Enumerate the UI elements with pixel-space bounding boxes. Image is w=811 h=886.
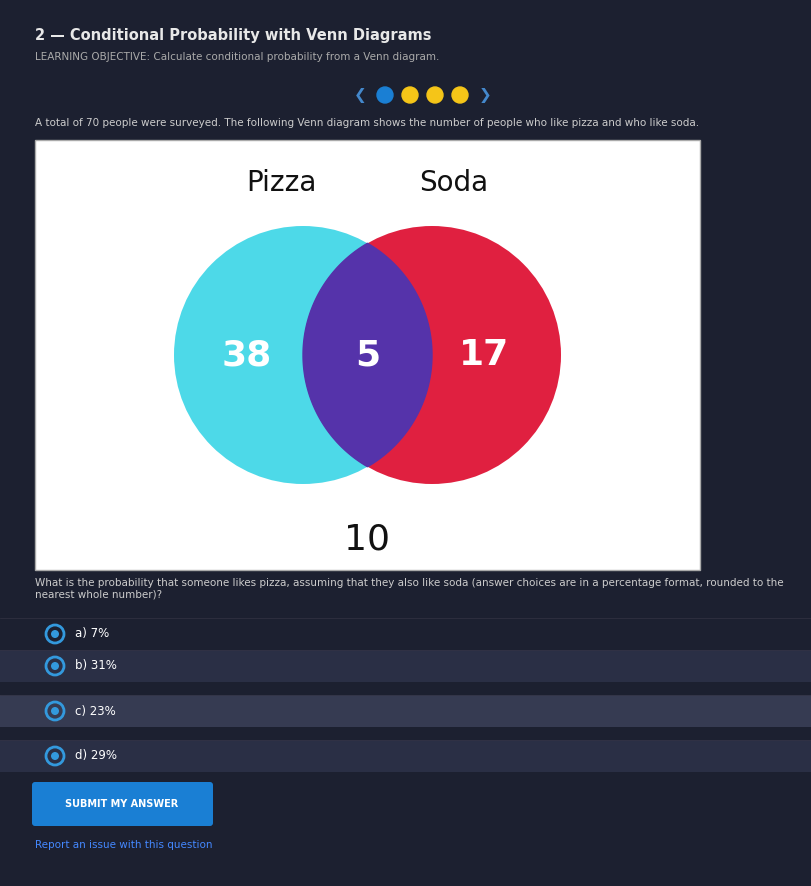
Bar	[0, 740, 811, 772]
Polygon shape	[303, 244, 432, 467]
Circle shape	[377, 87, 393, 103]
Bar	[0, 695, 811, 727]
Text: SUBMIT MY ANSWER: SUBMIT MY ANSWER	[66, 799, 178, 809]
Text: Soda: Soda	[419, 169, 488, 197]
Circle shape	[402, 87, 418, 103]
Circle shape	[452, 87, 468, 103]
FancyBboxPatch shape	[32, 782, 213, 826]
Text: LEARNING OBJECTIVE: Calculate conditional probability from a Venn diagram.: LEARNING OBJECTIVE: Calculate conditiona…	[35, 52, 440, 62]
Text: a) 7%: a) 7%	[75, 627, 109, 641]
Text: c) 23%: c) 23%	[75, 704, 116, 718]
Circle shape	[51, 752, 59, 760]
Text: 17: 17	[458, 338, 508, 372]
Circle shape	[51, 630, 59, 638]
Text: A total of 70 people were surveyed. The following Venn diagram shows the number : A total of 70 people were surveyed. The …	[35, 118, 699, 128]
Text: d) 29%: d) 29%	[75, 750, 117, 763]
Bar	[0, 618, 811, 650]
Circle shape	[427, 87, 443, 103]
Bar	[35, 140, 700, 570]
Bar	[0, 650, 811, 682]
Circle shape	[51, 662, 59, 670]
Text: b) 31%: b) 31%	[75, 659, 117, 672]
Text: ❮: ❮	[354, 88, 367, 103]
Text: Report an issue with this question: Report an issue with this question	[35, 840, 212, 850]
Text: What is the probability that someone likes pizza, assuming that they also like s: What is the probability that someone lik…	[35, 578, 783, 600]
Text: ❯: ❯	[478, 88, 491, 103]
Text: 38: 38	[222, 338, 272, 372]
Text: Pizza: Pizza	[247, 169, 316, 197]
Circle shape	[174, 226, 432, 484]
Text: 2 — Conditional Probability with Venn Diagrams: 2 — Conditional Probability with Venn Di…	[35, 28, 431, 43]
Circle shape	[51, 707, 59, 715]
Circle shape	[303, 226, 561, 484]
Text: 5: 5	[355, 338, 380, 372]
Text: 10: 10	[345, 523, 391, 557]
